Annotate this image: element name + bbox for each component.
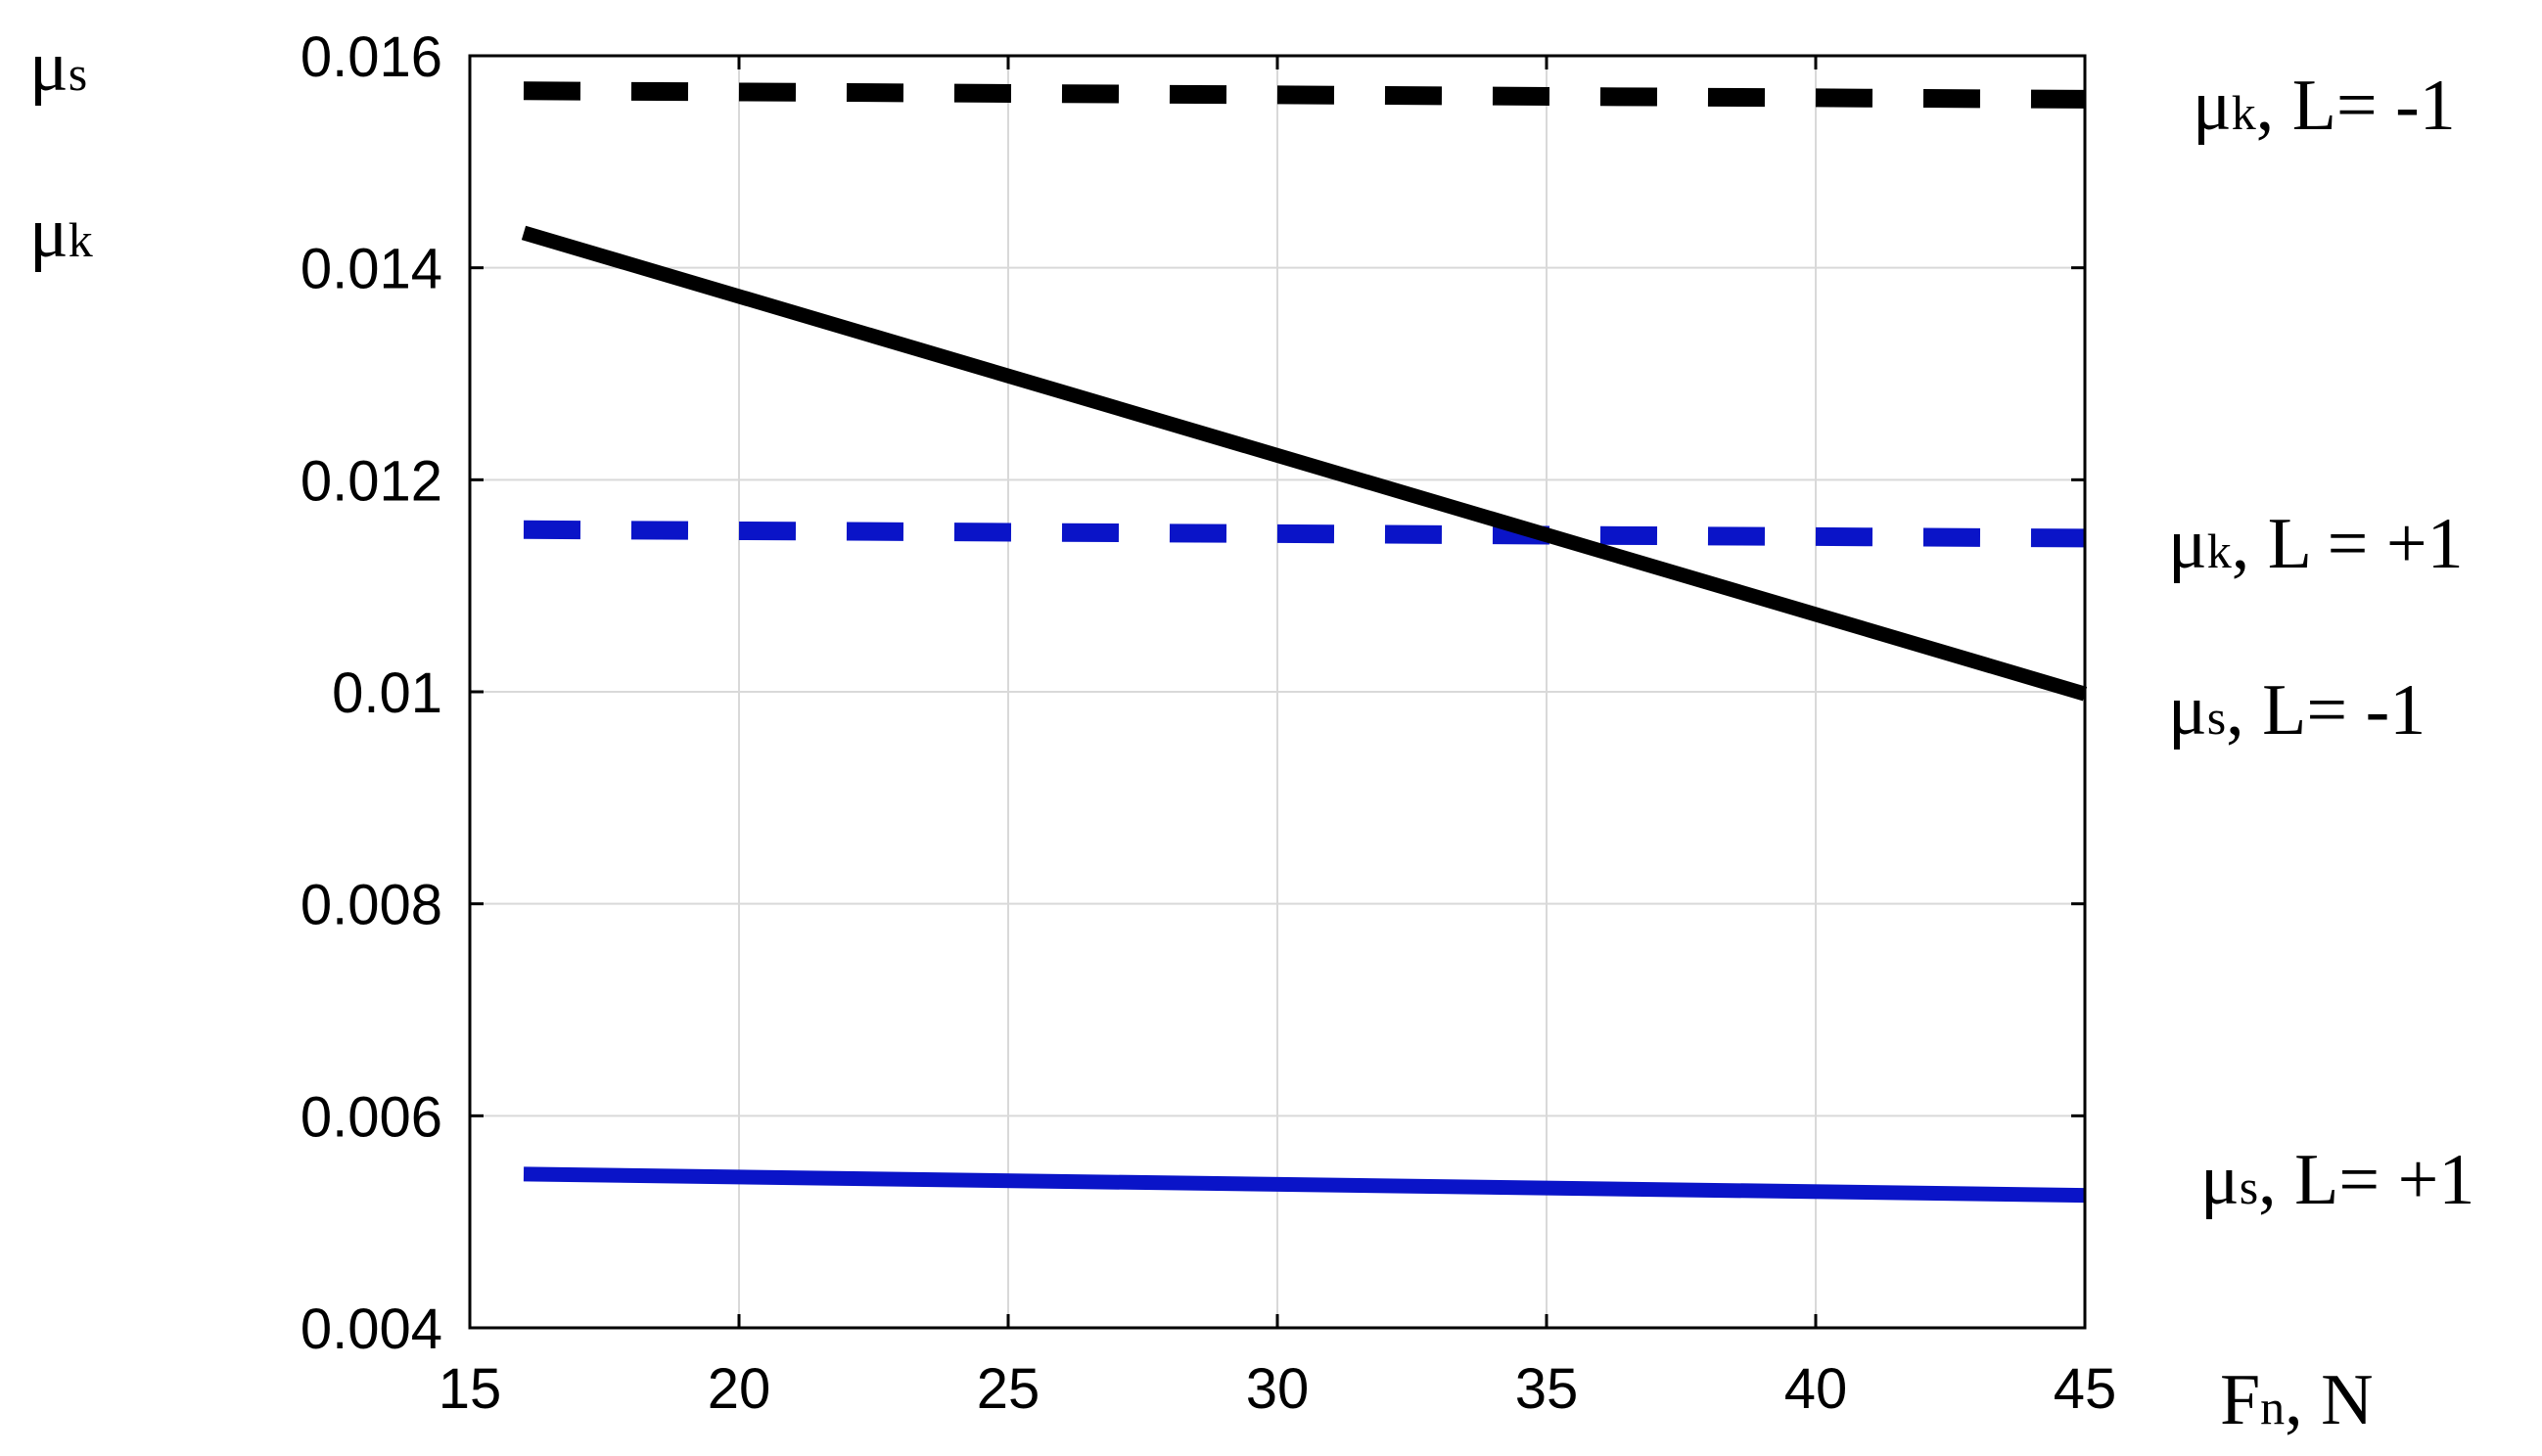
y-tick-label: 0.016 bbox=[300, 25, 442, 89]
x-axis-label: Fn, N bbox=[2220, 1360, 2374, 1440]
x-tick-label: 30 bbox=[1246, 1357, 1310, 1421]
series-label-mu-k-l-plus-1: μk, L = +1 bbox=[2168, 504, 2464, 584]
series-lines bbox=[521, 81, 2088, 1204]
y-tick-label: 0.012 bbox=[300, 449, 442, 513]
x-tick-labels: 15 20 25 30 35 40 45 bbox=[439, 1357, 2117, 1421]
y-tick-label: 0.006 bbox=[300, 1085, 442, 1149]
y-axis-label-mu-k: μk bbox=[29, 193, 93, 273]
grid-lines bbox=[470, 56, 2085, 1328]
tick-marks bbox=[468, 54, 2087, 1330]
x-tick-label: 25 bbox=[977, 1357, 1040, 1421]
x-tick-label: 15 bbox=[439, 1357, 502, 1421]
y-axis-label-mu-s: μs bbox=[29, 26, 87, 107]
y-tick-label: 0.004 bbox=[300, 1297, 442, 1361]
series-label-mu-s-l-minus-1: μs, L= -1 bbox=[2168, 670, 2426, 751]
y-tick-label: 0.01 bbox=[332, 661, 442, 725]
x-tick-label: 20 bbox=[708, 1357, 771, 1421]
x-tick-label: 45 bbox=[2054, 1357, 2117, 1421]
series-label-mu-s-l-plus-1: μs, L= +1 bbox=[2200, 1140, 2474, 1220]
y-tick-label: 0.008 bbox=[300, 874, 442, 937]
series-line-4 bbox=[523, 1166, 2086, 1204]
series-line-3 bbox=[521, 225, 2088, 702]
series-line-1 bbox=[523, 81, 2086, 109]
series-line-2 bbox=[523, 520, 2086, 548]
y-tick-label: 0.014 bbox=[300, 238, 442, 301]
x-tick-label: 35 bbox=[1515, 1357, 1579, 1421]
y-tick-labels: 0.004 0.006 0.008 0.01 0.012 0.014 0.016 bbox=[300, 25, 442, 1361]
x-tick-label: 40 bbox=[1784, 1357, 1848, 1421]
series-label-mu-k-l-minus-1: μk, L= -1 bbox=[2193, 66, 2456, 146]
